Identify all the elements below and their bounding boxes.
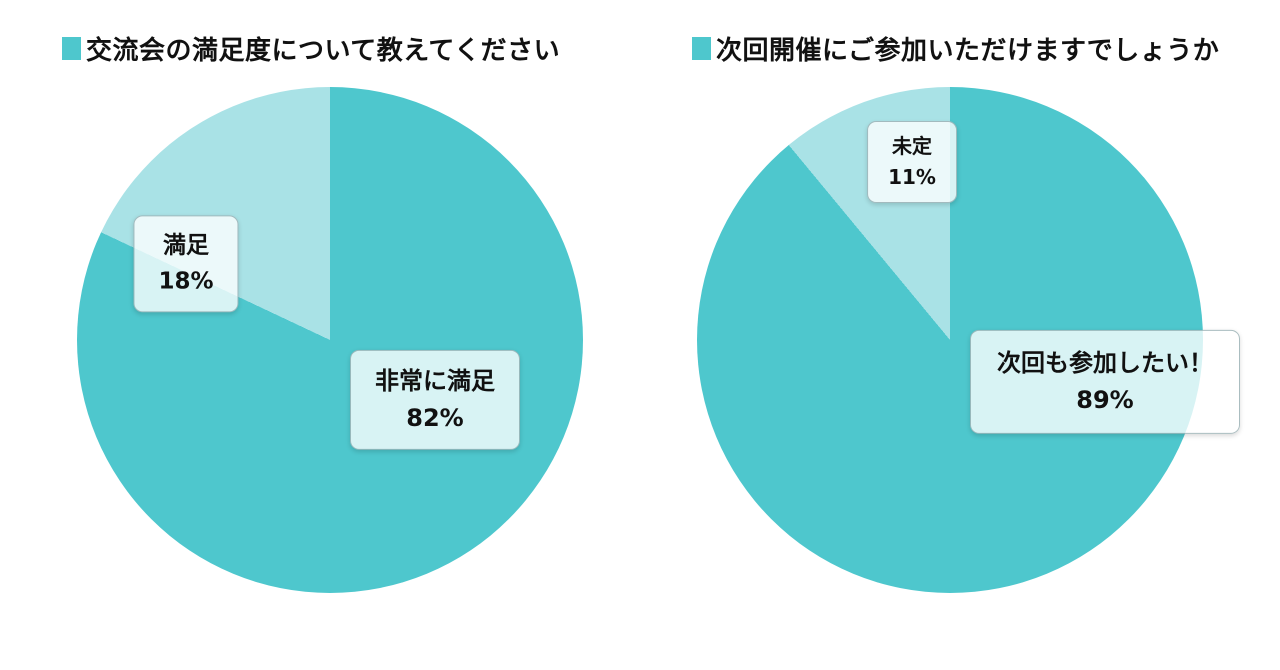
slice-label-percent: 11% <box>888 165 936 189</box>
chart-title-text: 次回開催にご参加いただけますでしょうか <box>716 36 1220 66</box>
slice-label-undecided: 未定 11% <box>867 121 957 203</box>
slice-label-percent: 89% <box>1076 386 1134 414</box>
chart-title-next-event: 次回開催にご参加いただけますでしょうか <box>692 30 1219 67</box>
title-bullet-icon <box>62 37 81 60</box>
slice-label-percent: 82% <box>406 404 464 432</box>
chart-title-text: 交流会の満足度について教えてください <box>86 36 561 66</box>
title-bullet-icon <box>692 37 711 60</box>
slice-label-text: 次回も参加したい！ <box>997 348 1213 377</box>
slice-label-satisfied: 満足 18% <box>133 215 239 313</box>
slice-label-text: 満足 <box>163 232 209 259</box>
slice-label-text: 未定 <box>892 134 932 158</box>
slice-label-want-to-join: 次回も参加したい！ 89% <box>970 329 1240 435</box>
slice-label-text: 非常に満足 <box>375 366 495 395</box>
slice-label-very-satisfied: 非常に満足 82% <box>350 349 520 451</box>
chart-title-satisfaction: 交流会の満足度について教えてください <box>62 30 560 67</box>
pie-chart-satisfaction <box>77 87 583 593</box>
slice-label-percent: 18% <box>158 268 214 294</box>
